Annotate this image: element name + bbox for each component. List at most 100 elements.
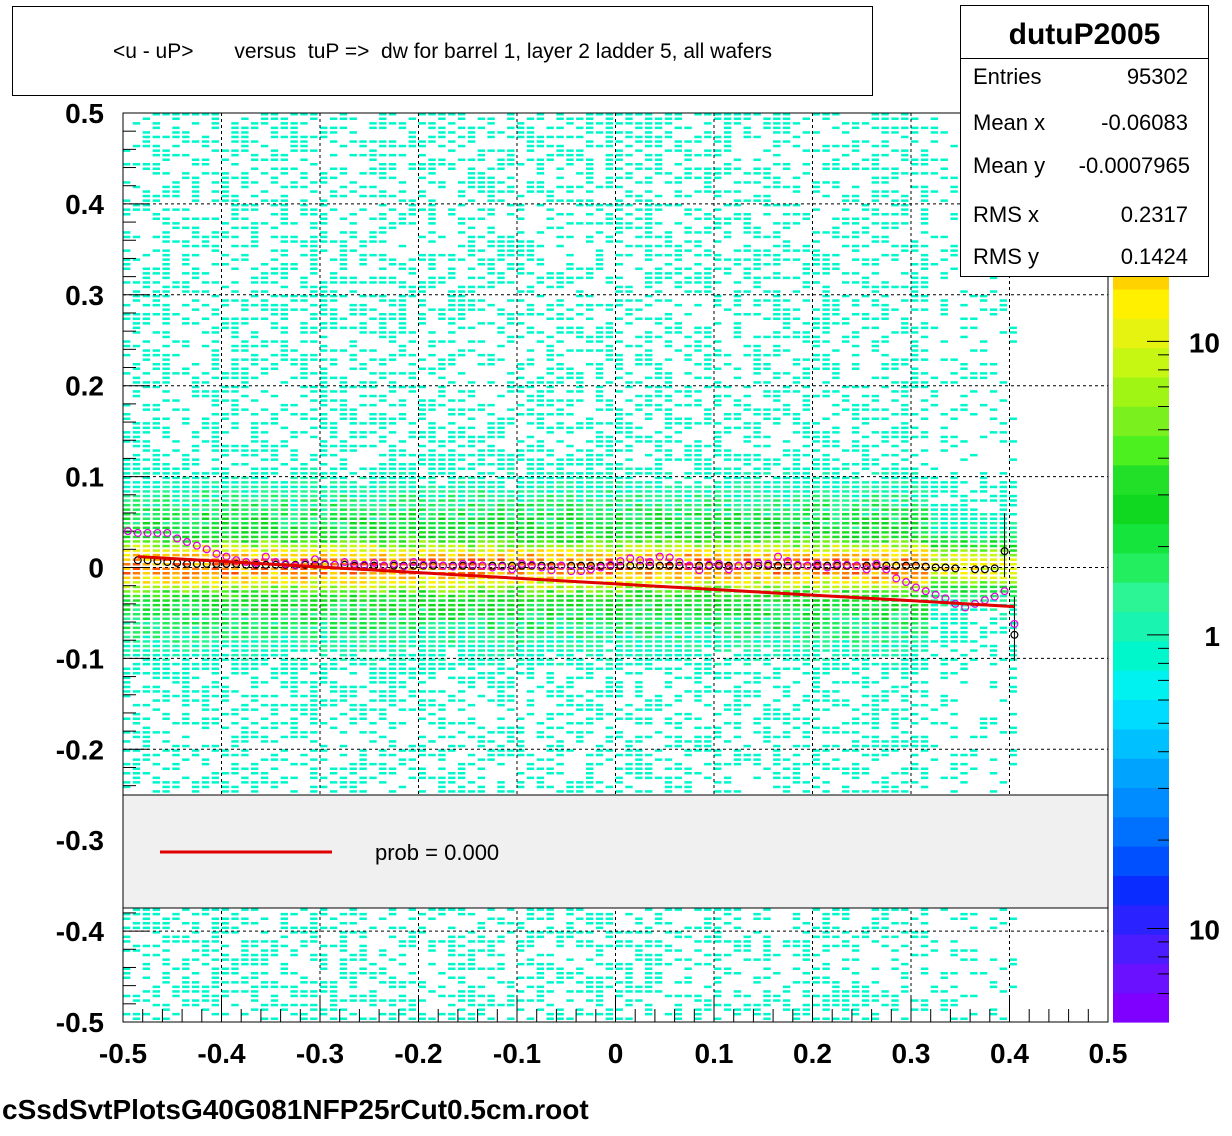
heatmap-cell xyxy=(329,690,338,693)
heatmap-cell xyxy=(517,740,525,743)
heatmap-cell xyxy=(320,235,328,239)
heatmap-cell xyxy=(388,635,397,639)
heatmap-cell xyxy=(487,449,495,452)
heatmap-cell xyxy=(290,722,298,725)
heatmap-cell xyxy=(349,981,357,984)
heatmap-cell xyxy=(359,685,367,689)
heatmap-cell xyxy=(448,781,456,784)
heatmap-cell xyxy=(320,426,328,430)
heatmap-cell xyxy=(280,331,288,334)
heatmap-cell xyxy=(123,163,131,166)
heatmap-cell xyxy=(211,572,219,575)
heatmap-cell xyxy=(162,603,170,607)
heatmap-cell xyxy=(221,303,229,307)
heatmap-cell xyxy=(211,499,219,502)
heatmap-cell xyxy=(142,285,151,289)
heatmap-cell xyxy=(349,526,357,530)
heatmap-cell xyxy=(536,158,545,161)
heatmap-cell xyxy=(172,285,180,289)
heatmap-cell xyxy=(477,440,485,443)
heatmap-cell xyxy=(142,726,151,730)
heatmap-cell xyxy=(142,622,151,625)
heatmap-cell xyxy=(182,253,190,257)
heatmap-cell xyxy=(231,481,239,484)
heatmap-cell xyxy=(448,790,456,793)
heatmap-cell xyxy=(241,499,249,502)
heatmap-cell xyxy=(517,390,525,393)
heatmap-cell xyxy=(329,590,338,593)
heatmap-cell xyxy=(300,590,308,593)
heatmap-cell xyxy=(379,599,387,602)
heatmap-cell xyxy=(369,1003,377,1007)
heatmap-cell xyxy=(497,535,505,539)
heatmap-cell xyxy=(329,990,338,993)
heatmap-cell xyxy=(280,549,288,552)
heatmap-cell xyxy=(477,403,485,407)
heatmap-cell xyxy=(369,431,377,434)
heatmap-cell xyxy=(418,322,426,325)
heatmap-cell xyxy=(379,258,387,261)
heatmap-cell xyxy=(191,581,200,584)
heatmap-cell xyxy=(448,926,456,930)
heatmap-cell xyxy=(517,163,525,166)
heatmap-cell xyxy=(320,572,328,575)
heatmap-cell xyxy=(457,785,466,789)
heatmap-cell xyxy=(300,703,308,707)
heatmap-cell xyxy=(517,249,525,252)
heatmap-cell xyxy=(457,662,466,666)
heatmap-cell xyxy=(280,463,288,466)
heatmap-cell xyxy=(339,744,348,748)
heatmap-cell xyxy=(132,440,141,443)
heatmap-cell xyxy=(241,258,249,261)
heatmap-cell xyxy=(231,226,239,230)
heatmap-cell xyxy=(251,422,259,425)
heatmap-cell xyxy=(457,676,466,680)
heatmap-cell xyxy=(251,640,259,643)
heatmap-cell xyxy=(310,690,318,693)
heatmap-cell xyxy=(231,290,239,293)
heatmap-cell xyxy=(497,981,505,984)
heatmap-cell xyxy=(448,735,456,739)
heatmap-cell xyxy=(369,535,377,539)
heatmap-cell xyxy=(408,690,416,693)
heatmap-cell xyxy=(310,472,318,475)
heatmap-cell xyxy=(379,967,387,970)
heatmap-cell xyxy=(142,613,151,616)
heatmap-cell xyxy=(320,785,328,789)
heatmap-cell xyxy=(388,667,397,670)
heatmap-cell xyxy=(182,662,190,666)
heatmap-cell xyxy=(339,781,348,784)
heatmap-cell xyxy=(191,363,200,366)
heatmap-cell xyxy=(369,690,377,693)
heatmap-cell xyxy=(260,490,269,493)
heatmap-cell xyxy=(260,962,269,966)
heatmap-cell xyxy=(280,572,288,575)
heatmap-cell xyxy=(546,912,554,916)
heatmap-cell xyxy=(290,631,298,634)
heatmap-cell xyxy=(260,158,269,161)
heatmap-cell xyxy=(201,531,210,534)
heatmap-cell xyxy=(438,549,446,552)
heatmap-cell xyxy=(280,353,288,357)
heatmap-cell xyxy=(310,417,318,420)
heatmap-cell xyxy=(339,640,348,643)
heatmap-cell xyxy=(487,285,495,289)
heatmap-cell xyxy=(123,540,131,543)
heatmap-cell xyxy=(359,544,367,548)
heatmap-cell xyxy=(241,949,249,952)
heatmap-cell xyxy=(418,776,426,780)
heatmap-cell xyxy=(408,1003,416,1007)
heatmap-cell xyxy=(251,576,259,580)
heatmap-cell xyxy=(359,403,367,407)
heatmap-cell xyxy=(241,644,249,648)
heatmap-cell xyxy=(507,603,515,607)
heatmap-cell xyxy=(142,926,151,930)
heatmap-cell xyxy=(132,299,141,302)
heatmap-cell xyxy=(280,358,288,361)
heatmap-cell xyxy=(438,185,446,189)
heatmap-cell xyxy=(526,999,535,1002)
heatmap-cell xyxy=(517,608,525,611)
heatmap-cell xyxy=(408,481,416,484)
heatmap-cell xyxy=(379,167,387,170)
heatmap-cell xyxy=(260,526,269,530)
